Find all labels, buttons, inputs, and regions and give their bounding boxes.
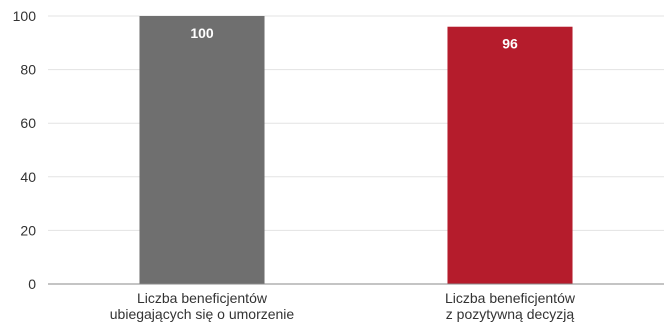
data-label: 96 [502,36,518,52]
y-tick-label: 0 [28,276,36,292]
bar [447,26,573,284]
data-labels: 100 96 [190,25,518,52]
y-axis-ticks: 0 20 40 60 80 100 [13,8,37,292]
category-label: Liczba beneficjentów [445,290,576,306]
category-label: z pozytywną decyzją [446,306,575,322]
category-label: ubiegających się o umorzenie [110,306,295,322]
y-tick-label: 80 [20,62,36,78]
y-tick-label: 100 [13,8,37,24]
bars [139,16,573,284]
bar [139,16,265,284]
y-tick-label: 40 [20,169,36,185]
y-tick-label: 20 [20,222,36,238]
category-label: Liczba beneficjentów [137,290,268,306]
y-tick-label: 60 [20,115,36,131]
data-label: 100 [190,25,214,41]
